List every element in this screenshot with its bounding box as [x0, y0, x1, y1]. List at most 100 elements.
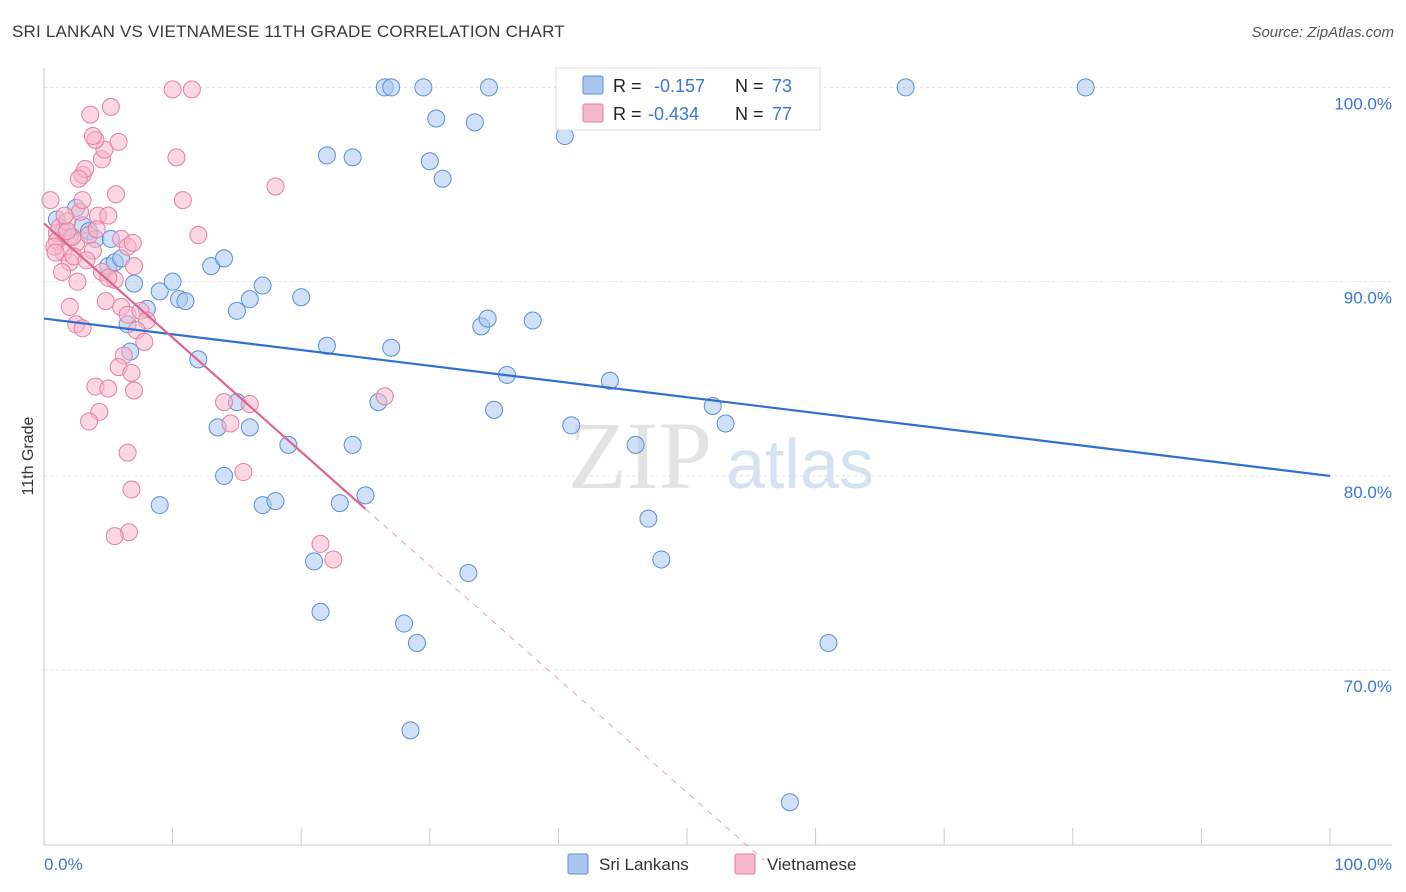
vietnamese-point	[163, 80, 182, 99]
legend-swatch-pink	[582, 103, 604, 123]
vietnamese-point	[324, 550, 343, 569]
vietnamese-point	[125, 257, 144, 276]
sri-lankan-point	[478, 309, 497, 328]
x-tick-label-min: 0.0%	[44, 855, 83, 874]
legend-swatch-blue	[582, 75, 604, 95]
vietnamese-point	[311, 534, 330, 553]
vietnamese-point	[53, 262, 72, 281]
sri-lankan-point	[311, 602, 330, 621]
axes	[43, 68, 1392, 846]
sri-lankan-point	[240, 290, 259, 309]
vietnamese-point	[87, 220, 106, 239]
series-legend-swatch-vietnamese	[734, 853, 756, 875]
vietnamese-point	[167, 148, 186, 167]
vietnamese-point	[99, 268, 118, 287]
watermark-atlas: atlas	[726, 425, 874, 503]
y-tick-label: 90.0%	[1344, 289, 1392, 308]
vietnamese-point	[240, 395, 259, 414]
correlation-legend: R = -0.157 N = 73 R = -0.434 N = 77	[555, 67, 821, 131]
vietnamese-point	[69, 169, 88, 188]
vietnamese-point	[96, 292, 115, 311]
vietnamese-point	[173, 191, 192, 210]
gridlines	[44, 86, 1392, 671]
legend-r-label-2: R =	[613, 104, 642, 124]
sri-lankan-point	[215, 249, 234, 268]
x-ticks	[43, 828, 1331, 845]
vietnamese-point	[234, 463, 253, 482]
vietnamese-point	[81, 105, 100, 124]
vietnamese-point	[46, 243, 65, 262]
vietnamese-point	[99, 206, 118, 225]
sri-lankan-point	[600, 371, 619, 390]
y-axis-title: 11th Grade	[20, 416, 37, 495]
sri-lankan-point	[317, 146, 336, 165]
sri-lankan-point	[382, 78, 401, 97]
legend-r-value-2: -0.434	[648, 104, 699, 124]
sri-lankan-point	[292, 288, 311, 307]
vietnamese-point	[73, 191, 92, 210]
sri-lankan-point	[266, 492, 285, 511]
vietnamese-point	[107, 185, 126, 204]
vietnamese-trend-extension	[365, 508, 765, 861]
sri-lankan-point	[150, 496, 169, 515]
y-tick-label: 70.0%	[1344, 677, 1392, 696]
sri-lankan-point	[305, 552, 324, 571]
series-legend-swatch-sri-lankans	[567, 853, 589, 875]
sri-lankan-point	[433, 169, 452, 188]
sri-lankan-point	[343, 435, 362, 454]
legend-n-label-2: N =	[735, 104, 764, 124]
x-tick-label-max: 100.0%	[1334, 855, 1392, 874]
sri-lankan-point	[1076, 78, 1095, 97]
sri-lankan-point	[414, 78, 433, 97]
sri-lankan-point	[215, 466, 234, 485]
sri-lankan-point	[427, 109, 446, 128]
sri-lankan-point	[420, 152, 439, 171]
trend-lines	[43, 222, 1331, 861]
sri-lankan-point	[253, 276, 272, 295]
legend-n-label-1: N =	[735, 76, 764, 96]
sri-lankan-point	[163, 272, 182, 291]
vietnamese-point	[109, 132, 128, 151]
sri-lankan-point	[356, 486, 375, 505]
sri-lankan-point	[279, 435, 298, 454]
vietnamese-point	[83, 126, 102, 145]
vietnamese-point	[122, 363, 141, 382]
y-tick-labels: 70.0% 80.0% 90.0% 100.0%	[1334, 94, 1392, 696]
series-legend-label-vietnamese: Vietnamese	[767, 855, 856, 874]
sri-lankan-point	[382, 338, 401, 357]
vietnamese-trend-line	[43, 222, 367, 510]
sri-lankan-point	[407, 633, 426, 652]
sri-lankan-point	[479, 78, 498, 97]
y-tick-label: 100.0%	[1334, 94, 1392, 113]
vietnamese-point	[101, 97, 120, 116]
vietnamese-point	[215, 393, 234, 412]
legend-n-value-1: 73	[772, 76, 792, 96]
chart-title: SRI LANKAN VS VIETNAMESE 11TH GRADE CORR…	[12, 22, 565, 41]
vietnamese-point	[80, 412, 99, 431]
vietnamese-point	[41, 191, 60, 210]
sri-lankan-point	[240, 418, 259, 437]
vietnamese-point	[105, 527, 124, 546]
vietnamese-point	[118, 443, 137, 462]
sri-lankan-point	[150, 282, 169, 301]
vietnamese-points	[41, 80, 394, 569]
vietnamese-point	[182, 80, 201, 99]
sri-lankan-point	[780, 793, 799, 812]
source-label: Source: ZipAtlas.com	[1251, 24, 1394, 41]
sri-lankan-point	[330, 494, 349, 513]
vietnamese-point	[221, 414, 240, 433]
vietnamese-point	[58, 222, 77, 241]
sri-lankan-point	[485, 400, 504, 419]
sri-lankans-trend-line	[43, 317, 1331, 478]
legend-r-value-1: -0.157	[654, 76, 705, 96]
sri-lankan-point	[639, 509, 658, 528]
vietnamese-point	[55, 206, 74, 225]
vietnamese-point	[266, 177, 285, 196]
series-legend-label-sri-lankans: Sri Lankans	[599, 855, 689, 874]
sri-lankan-point	[562, 416, 581, 435]
sri-lankan-point	[343, 148, 362, 167]
series-legend: Sri Lankans Vietnamese	[567, 853, 856, 875]
vietnamese-point	[125, 381, 144, 400]
sri-lankan-point	[523, 311, 542, 330]
